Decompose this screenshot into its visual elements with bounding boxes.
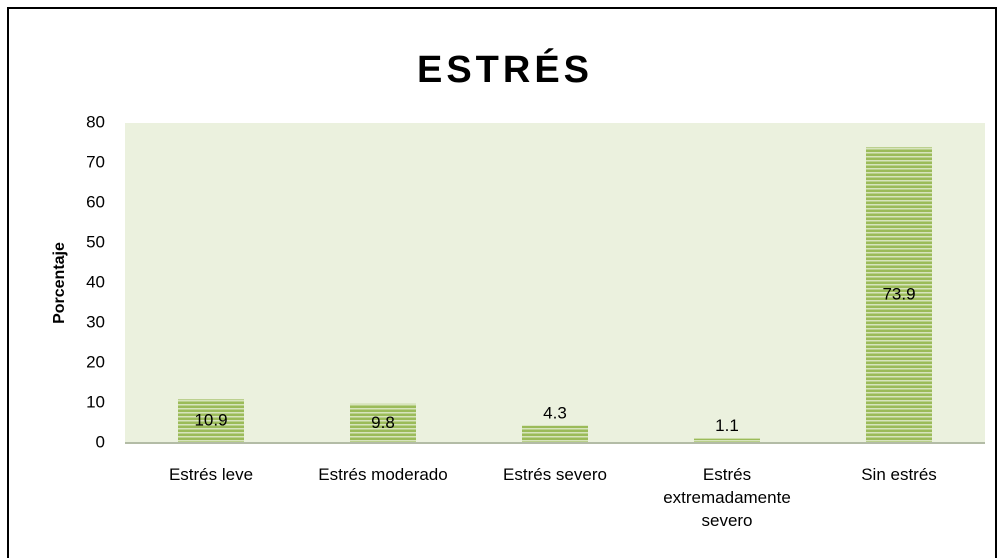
data-label: 10.9 [194,411,227,430]
x-tick-label: Estrés severo [503,465,607,484]
bar [866,147,932,443]
bar [694,438,760,443]
x-tick-label: Sin estrés [861,465,937,484]
y-tick-label: 40 [86,272,105,291]
data-label: 4.3 [543,403,567,422]
y-tick-label: 10 [86,392,105,411]
bar [178,399,244,443]
data-label: 1.1 [715,416,739,435]
x-tick-label: Estrés moderado [318,465,448,484]
bar [522,425,588,443]
y-tick-label: 50 [86,232,105,251]
x-tick-label: Estrés leve [168,465,254,484]
data-label: 9.8 [371,413,395,432]
x-tick-label: Estrés extremadamente severo [663,465,791,530]
y-tick-label: 30 [86,312,105,331]
y-axis-label: Porcentaje [51,242,68,324]
y-tick-label: 80 [86,112,105,131]
y-tick-label: 0 [96,432,105,451]
bar [350,403,416,443]
y-tick-label: 60 [86,192,105,211]
y-tick-label: 20 [86,352,105,371]
plot-area [125,123,985,443]
y-tick-label: 70 [86,152,105,171]
chart-title: ESTRÉS [417,47,593,91]
data-label: 73.9 [882,285,915,304]
